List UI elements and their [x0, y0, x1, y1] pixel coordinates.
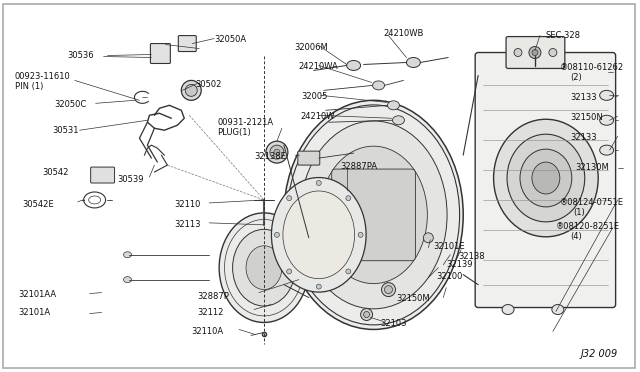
Text: 32103: 32103 — [381, 320, 407, 328]
Text: 32112: 32112 — [197, 308, 223, 317]
Text: 32101A: 32101A — [18, 308, 50, 317]
Text: 32101E: 32101E — [433, 242, 465, 251]
Text: ®08120-8251E: ®08120-8251E — [556, 222, 620, 231]
Ellipse shape — [320, 146, 428, 283]
Text: 00923-11610: 00923-11610 — [15, 73, 70, 81]
Ellipse shape — [287, 196, 292, 201]
Ellipse shape — [232, 229, 295, 306]
Text: 32150M: 32150M — [396, 294, 430, 302]
Text: 32133: 32133 — [570, 133, 596, 142]
Text: 32050C: 32050C — [55, 100, 87, 109]
Ellipse shape — [316, 284, 321, 289]
Text: J32 009: J32 009 — [580, 349, 618, 359]
Text: 32101AA: 32101AA — [18, 289, 56, 299]
Ellipse shape — [600, 115, 614, 125]
Text: 32113: 32113 — [174, 220, 201, 229]
Text: 32138E: 32138E — [254, 152, 286, 161]
Ellipse shape — [552, 305, 564, 314]
Ellipse shape — [266, 141, 288, 163]
Text: 24210W: 24210W — [301, 112, 335, 121]
FancyBboxPatch shape — [506, 36, 565, 68]
Ellipse shape — [124, 252, 131, 258]
Ellipse shape — [316, 180, 321, 186]
Text: 32139: 32139 — [446, 260, 473, 269]
Text: 32050A: 32050A — [214, 35, 246, 44]
Text: 30542: 30542 — [42, 168, 68, 177]
Ellipse shape — [406, 58, 420, 67]
Ellipse shape — [246, 246, 282, 289]
Ellipse shape — [271, 177, 366, 292]
Text: 24210WA: 24210WA — [299, 62, 339, 71]
Text: 32150N: 32150N — [570, 113, 602, 122]
Ellipse shape — [275, 232, 280, 237]
Text: SEC.328: SEC.328 — [546, 31, 581, 39]
Text: 32110A: 32110A — [191, 327, 223, 336]
Ellipse shape — [532, 49, 538, 55]
Text: (1): (1) — [573, 208, 584, 217]
Text: ®08124-0751E: ®08124-0751E — [560, 198, 624, 207]
FancyBboxPatch shape — [179, 36, 196, 51]
Ellipse shape — [372, 81, 385, 90]
Ellipse shape — [507, 134, 585, 222]
Ellipse shape — [274, 149, 280, 155]
Text: 32100: 32100 — [436, 272, 463, 280]
Ellipse shape — [360, 308, 372, 321]
Ellipse shape — [347, 61, 360, 70]
Text: 32133: 32133 — [570, 93, 596, 102]
Text: 32887PA: 32887PA — [340, 162, 378, 171]
Ellipse shape — [346, 269, 351, 274]
Ellipse shape — [287, 269, 292, 274]
Ellipse shape — [532, 162, 560, 194]
Text: 32130M: 32130M — [576, 163, 609, 172]
Text: 32138: 32138 — [458, 252, 485, 261]
Text: 30542E: 30542E — [22, 200, 54, 209]
Text: ®08110-61262: ®08110-61262 — [560, 64, 624, 73]
Ellipse shape — [549, 48, 557, 57]
Ellipse shape — [342, 175, 405, 255]
Text: 30502: 30502 — [195, 80, 221, 89]
Ellipse shape — [514, 48, 522, 57]
Ellipse shape — [300, 121, 447, 309]
Text: 30539: 30539 — [118, 175, 144, 184]
Ellipse shape — [346, 196, 351, 201]
Text: 24210WB: 24210WB — [383, 29, 424, 38]
Text: 30531: 30531 — [52, 126, 78, 135]
Text: PLUG(1): PLUG(1) — [217, 128, 251, 137]
Text: 32110: 32110 — [174, 200, 201, 209]
Ellipse shape — [124, 277, 131, 283]
Text: PIN (1): PIN (1) — [15, 83, 44, 92]
Ellipse shape — [284, 100, 463, 330]
Ellipse shape — [424, 233, 433, 243]
Ellipse shape — [186, 84, 197, 96]
Ellipse shape — [520, 149, 572, 207]
Text: 32887P: 32887P — [197, 292, 229, 301]
Ellipse shape — [364, 311, 369, 317]
Text: 32005: 32005 — [301, 92, 327, 101]
Ellipse shape — [529, 46, 541, 58]
Ellipse shape — [219, 213, 309, 323]
Ellipse shape — [270, 145, 284, 159]
Ellipse shape — [358, 232, 363, 237]
Text: (4): (4) — [570, 232, 582, 241]
Ellipse shape — [385, 286, 392, 294]
FancyBboxPatch shape — [150, 44, 170, 64]
Ellipse shape — [600, 90, 614, 100]
FancyBboxPatch shape — [475, 52, 616, 308]
FancyBboxPatch shape — [91, 167, 115, 183]
Ellipse shape — [502, 305, 514, 314]
Text: 30536: 30536 — [68, 51, 94, 60]
Text: 32006M: 32006M — [294, 42, 328, 52]
FancyBboxPatch shape — [298, 151, 320, 165]
Text: 00931-2121A: 00931-2121A — [217, 118, 273, 127]
Text: (2): (2) — [570, 73, 582, 83]
Ellipse shape — [493, 119, 598, 237]
Ellipse shape — [181, 80, 201, 100]
Ellipse shape — [283, 191, 355, 279]
FancyBboxPatch shape — [332, 169, 415, 261]
Ellipse shape — [392, 116, 404, 125]
Ellipse shape — [381, 283, 396, 296]
Ellipse shape — [387, 101, 399, 110]
Ellipse shape — [600, 145, 614, 155]
